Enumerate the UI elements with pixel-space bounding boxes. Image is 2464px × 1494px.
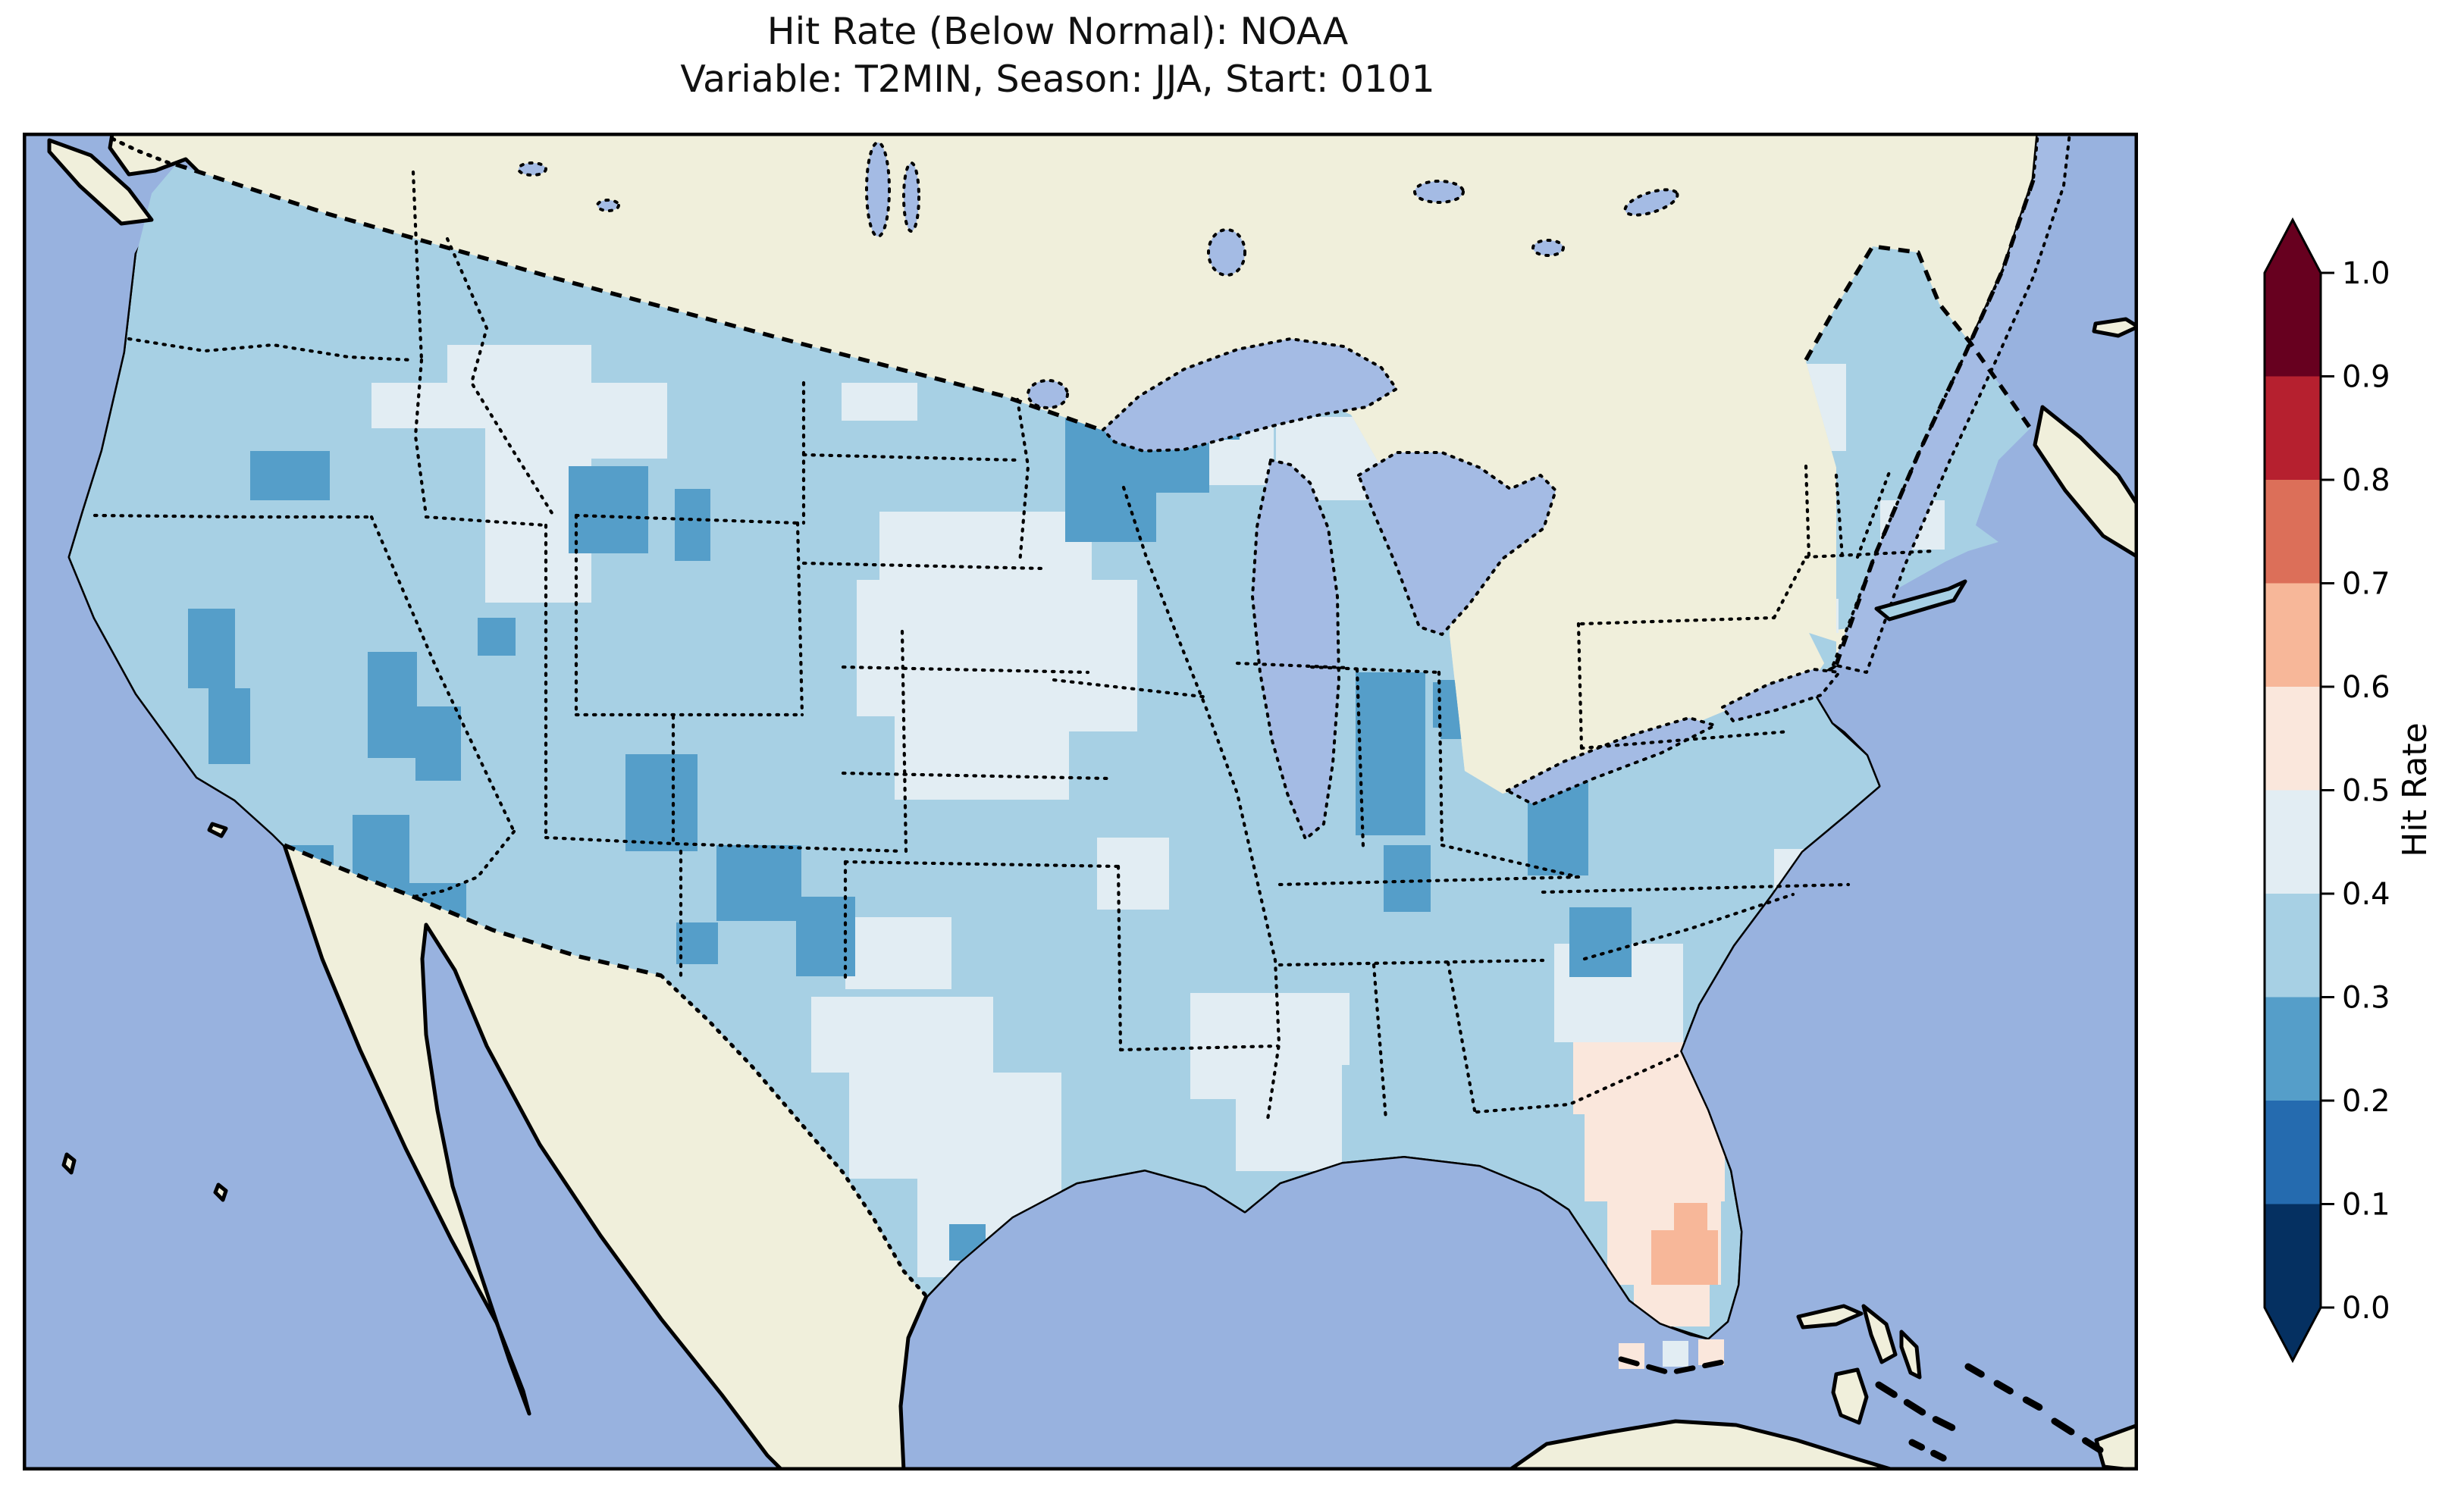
grid-cell-bin-2: [625, 754, 698, 851]
colorbar-segment: [2265, 480, 2321, 584]
colorbar-tick-label: 0.5: [2342, 774, 2390, 809]
grid-cell-bin-4: [485, 383, 667, 459]
colorbar-segment: [2265, 791, 2321, 894]
colorbar: 1.0 0.9 0.8 0.7 0.6 0.5 0.4 0.3 0.2 0.1 0.0 Hit Ra…: [2246, 212, 2464, 1395]
grid-cell-bin-2: [250, 451, 330, 500]
grid-cell-bin-2: [188, 609, 235, 688]
grid-cell-bin-6: [1674, 1203, 1707, 1233]
grid-cell-bin-2: [415, 706, 461, 781]
colorbar-segment: [2265, 894, 2321, 998]
grid-cell-bin-2: [716, 845, 801, 921]
canada-lake-small-5: [597, 200, 619, 211]
grid-cell-bin-2: [478, 618, 516, 656]
lake-of-the-woods: [1028, 381, 1067, 408]
grid-cell-bin-4: [811, 997, 993, 1073]
colorbar-segment: [2265, 584, 2321, 687]
grid-cell-bin-2: [1065, 440, 1156, 542]
grid-cell-bin-4: [1236, 1065, 1342, 1171]
grid-cell-bin-4: [1097, 838, 1169, 910]
colorbar-ticks: 1.0 0.9 0.8 0.7 0.6 0.5 0.4 0.3 0.2 0.1 0.0: [2321, 256, 2390, 1326]
us-hit-rate-map: [23, 133, 2138, 1471]
grid-cell-bin-4: [845, 917, 951, 989]
colorbar-tick-label: 0.1: [2342, 1188, 2390, 1223]
colorbar-tick-label: 1.0: [2342, 256, 2390, 291]
colorbar-segment: [2265, 1101, 2321, 1204]
colorbar-tick-label: 0.3: [2342, 981, 2390, 1016]
colorbar-under-arrow: [2265, 1308, 2321, 1361]
grid-cell-bin-2: [675, 489, 710, 561]
grid-cell-bin-4: [371, 383, 485, 428]
colorbar-tick-label: 0.6: [2342, 670, 2390, 705]
grid-cell-bin-2: [1569, 907, 1632, 977]
grid-cell-bin-6: [1651, 1230, 1718, 1285]
colorbar-tick-label: 0.0: [2342, 1291, 2390, 1326]
title-line-2: Variable: T2MIN, Season: JJA, Start: 010…: [0, 55, 2115, 103]
grid-cell-bin-2: [676, 922, 718, 964]
grid-cell-bin-2: [796, 897, 855, 976]
colorbar-tick-label: 0.2: [2342, 1084, 2390, 1119]
figure-title: Hit Rate (Below Normal): NOAA Variable: …: [0, 8, 2115, 103]
colorbar-segment: [2265, 377, 2321, 481]
canada-lake-small-4: [519, 163, 546, 175]
colorbar-segment: [2265, 273, 2321, 377]
grid-cell-bin-4: [1031, 580, 1137, 731]
grid-cell-bin-4: [879, 512, 1092, 580]
colorbar-segment: [2265, 998, 2321, 1101]
grid-cell-bin-2: [1384, 845, 1431, 912]
colorbar-tick-label: 0.9: [2342, 360, 2390, 395]
grid-cell-bin-4: [842, 383, 917, 421]
colorbar-tick-label: 0.7: [2342, 567, 2390, 602]
colorbar-axis-label: Hit Rate: [2396, 722, 2434, 857]
canada-lake-small-1: [1415, 181, 1463, 202]
grid-cell-bin-5: [1619, 1343, 1644, 1369]
lake-winnipeg: [867, 143, 889, 236]
colorbar-segment: [2265, 687, 2321, 791]
canada-lake-small-3: [1533, 240, 1563, 255]
title-line-1: Hit Rate (Below Normal): NOAA: [0, 8, 2115, 55]
map-panel: [23, 133, 2138, 1471]
colorbar-segments: [2265, 273, 2321, 1308]
colorbar-panel: 1.0 0.9 0.8 0.7 0.6 0.5 0.4 0.3 0.2 0.1 0.0 Hit Ra…: [2246, 212, 2464, 1395]
colorbar-tick-label: 0.8: [2342, 463, 2390, 498]
colorbar-segment: [2265, 1204, 2321, 1308]
colorbar-tick-label: 0.4: [2342, 877, 2390, 912]
lake-nipigon: [1208, 230, 1245, 275]
grid-cell-bin-2: [1356, 672, 1425, 835]
grid-cell-bin-2: [208, 688, 250, 764]
grid-cell-bin-2: [569, 466, 648, 553]
grid-cell-bin-2: [368, 652, 417, 758]
figure-canvas: Hit Rate (Below Normal): NOAA Variable: …: [0, 0, 2464, 1494]
grid-cell-bin-5: [1585, 1114, 1725, 1201]
grid-cell-bin-4: [1274, 993, 1350, 1065]
colorbar-over-arrow: [2265, 220, 2321, 273]
grid-cell-bin-4: [1663, 1341, 1688, 1367]
lake-manitoba: [904, 163, 919, 231]
